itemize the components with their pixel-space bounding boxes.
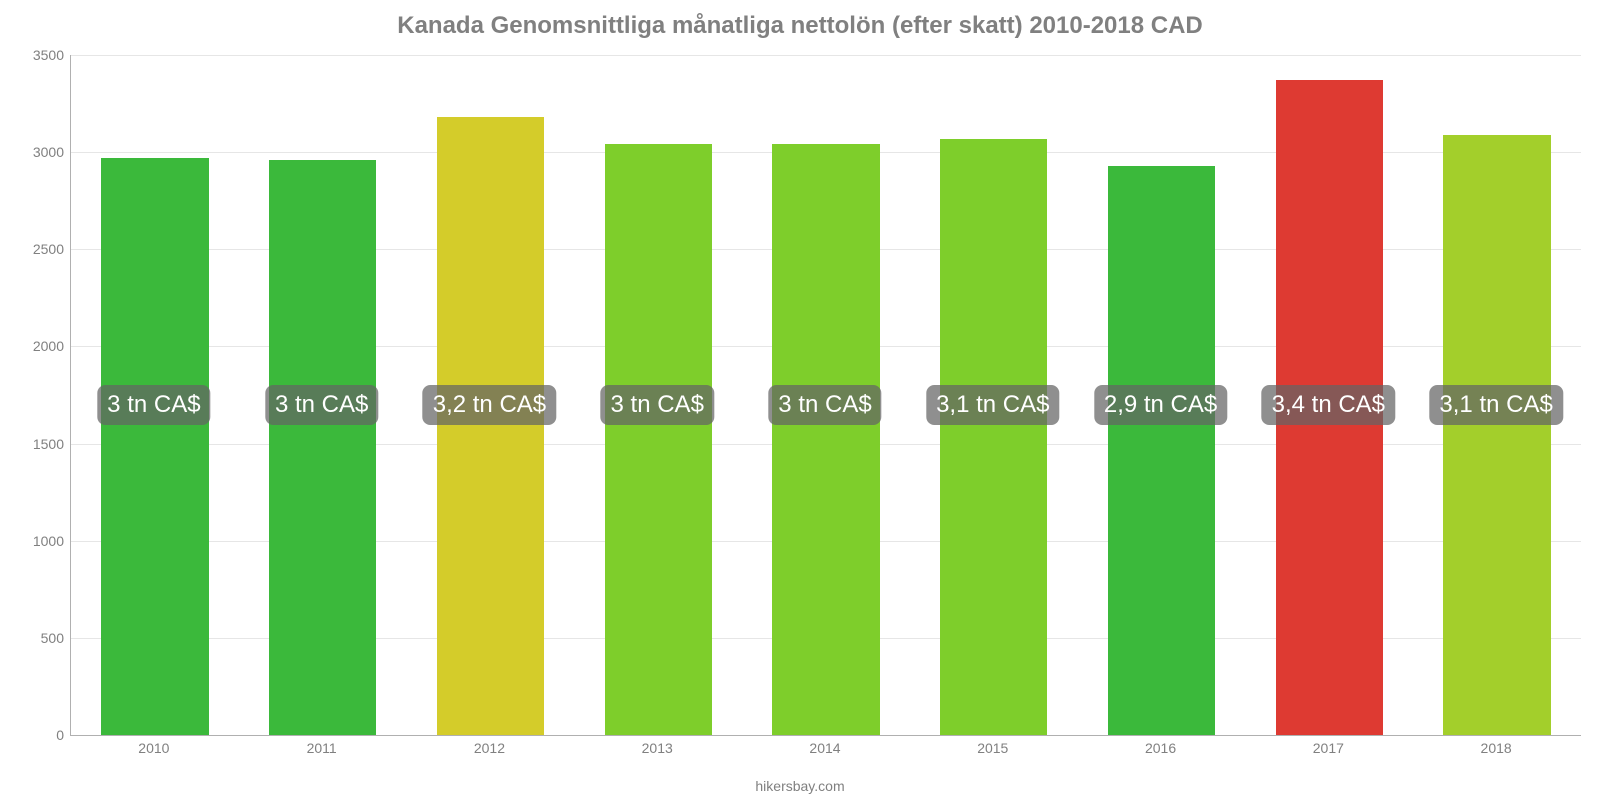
xtick-label: 2017 xyxy=(1313,740,1344,756)
xtick-label: 2011 xyxy=(307,740,337,756)
ytick-label: 2500 xyxy=(33,241,64,257)
bar xyxy=(101,158,208,735)
bar xyxy=(605,144,712,735)
xtick-label: 2013 xyxy=(642,740,673,756)
ytick-label: 3500 xyxy=(33,47,64,63)
value-badge: 3,1 tn CA$ xyxy=(1429,385,1562,425)
xtick-label: 2012 xyxy=(474,740,505,756)
ytick-label: 0 xyxy=(56,727,64,743)
value-badge: 3,2 tn CA$ xyxy=(423,385,556,425)
xtick-label: 2010 xyxy=(138,740,169,756)
value-badge: 2,9 tn CA$ xyxy=(1094,385,1227,425)
value-badge: 3 tn CA$ xyxy=(768,385,881,425)
chart-container: Kanada Genomsnittliga månatliga nettolön… xyxy=(0,0,1600,800)
value-badge: 3 tn CA$ xyxy=(97,385,210,425)
value-badge: 3,4 tn CA$ xyxy=(1262,385,1395,425)
ytick-label: 1000 xyxy=(33,533,64,549)
ytick-label: 1500 xyxy=(33,436,64,452)
bar xyxy=(772,144,879,735)
bar xyxy=(269,160,376,735)
bar xyxy=(1443,135,1550,735)
value-badge: 3 tn CA$ xyxy=(265,385,378,425)
chart-title: Kanada Genomsnittliga månatliga nettolön… xyxy=(0,12,1600,40)
bar xyxy=(437,117,544,735)
bar xyxy=(1108,166,1215,735)
ytick-label: 500 xyxy=(41,630,64,646)
chart-footer: hikersbay.com xyxy=(0,778,1600,794)
ytick-label: 3000 xyxy=(33,144,64,160)
xtick-label: 2014 xyxy=(809,740,840,756)
xtick-label: 2015 xyxy=(977,740,1008,756)
bar xyxy=(940,139,1047,735)
value-badge: 3,1 tn CA$ xyxy=(926,385,1059,425)
xtick-label: 2018 xyxy=(1481,740,1512,756)
gridline xyxy=(71,55,1581,56)
ytick-label: 2000 xyxy=(33,338,64,354)
value-badge: 3 tn CA$ xyxy=(601,385,714,425)
xtick-label: 2016 xyxy=(1145,740,1176,756)
